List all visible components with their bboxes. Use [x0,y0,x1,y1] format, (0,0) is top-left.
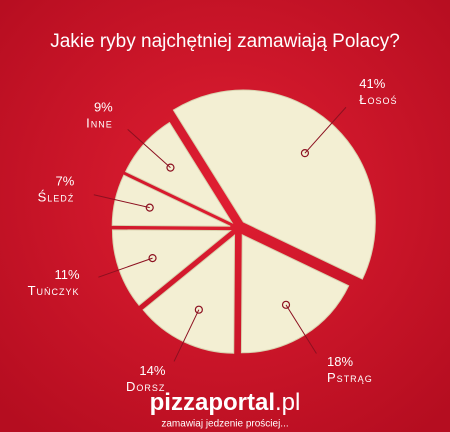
leader-dot [194,305,203,314]
value-label: 14% [139,363,165,378]
tagline: zamawiaj jedzenie prościej... [161,419,288,430]
value-label: 41% [359,76,385,91]
leader-dot [148,253,157,263]
leader-dot [281,300,291,309]
leader-line [285,304,317,354]
leader-dot [166,163,175,172]
leader-line [304,106,347,154]
value-label: 18% [327,354,353,369]
leader-line [93,194,150,209]
logo: pizzaportal.pl [150,389,301,416]
leader-dot [300,149,310,158]
logo-name: pizzaportal [150,389,275,416]
leader-line [173,309,200,362]
category-label: Tuńczyk [28,283,80,298]
leader-line [98,257,153,278]
value-label: 11% [54,267,79,282]
chart-title: Jakie ryby najchętniej zamawiają Polacy? [50,31,400,52]
category-label: Dorsz [126,379,165,394]
category-label: Śledź [38,190,75,205]
value-label: 9% [94,99,113,114]
category-label: Łosoś [359,92,397,107]
pie: 41%Łosoś 18%Pstrąg 14%Dorsz 11%Tuńczyk 7%Śle… [28,76,397,394]
leader-line [127,128,171,168]
logo-domain: .pl [275,389,300,416]
category-label: Pstrąg [327,370,373,385]
category-label: Inne [86,115,113,130]
value-label: 7% [56,174,75,189]
leader-dot [145,203,154,212]
